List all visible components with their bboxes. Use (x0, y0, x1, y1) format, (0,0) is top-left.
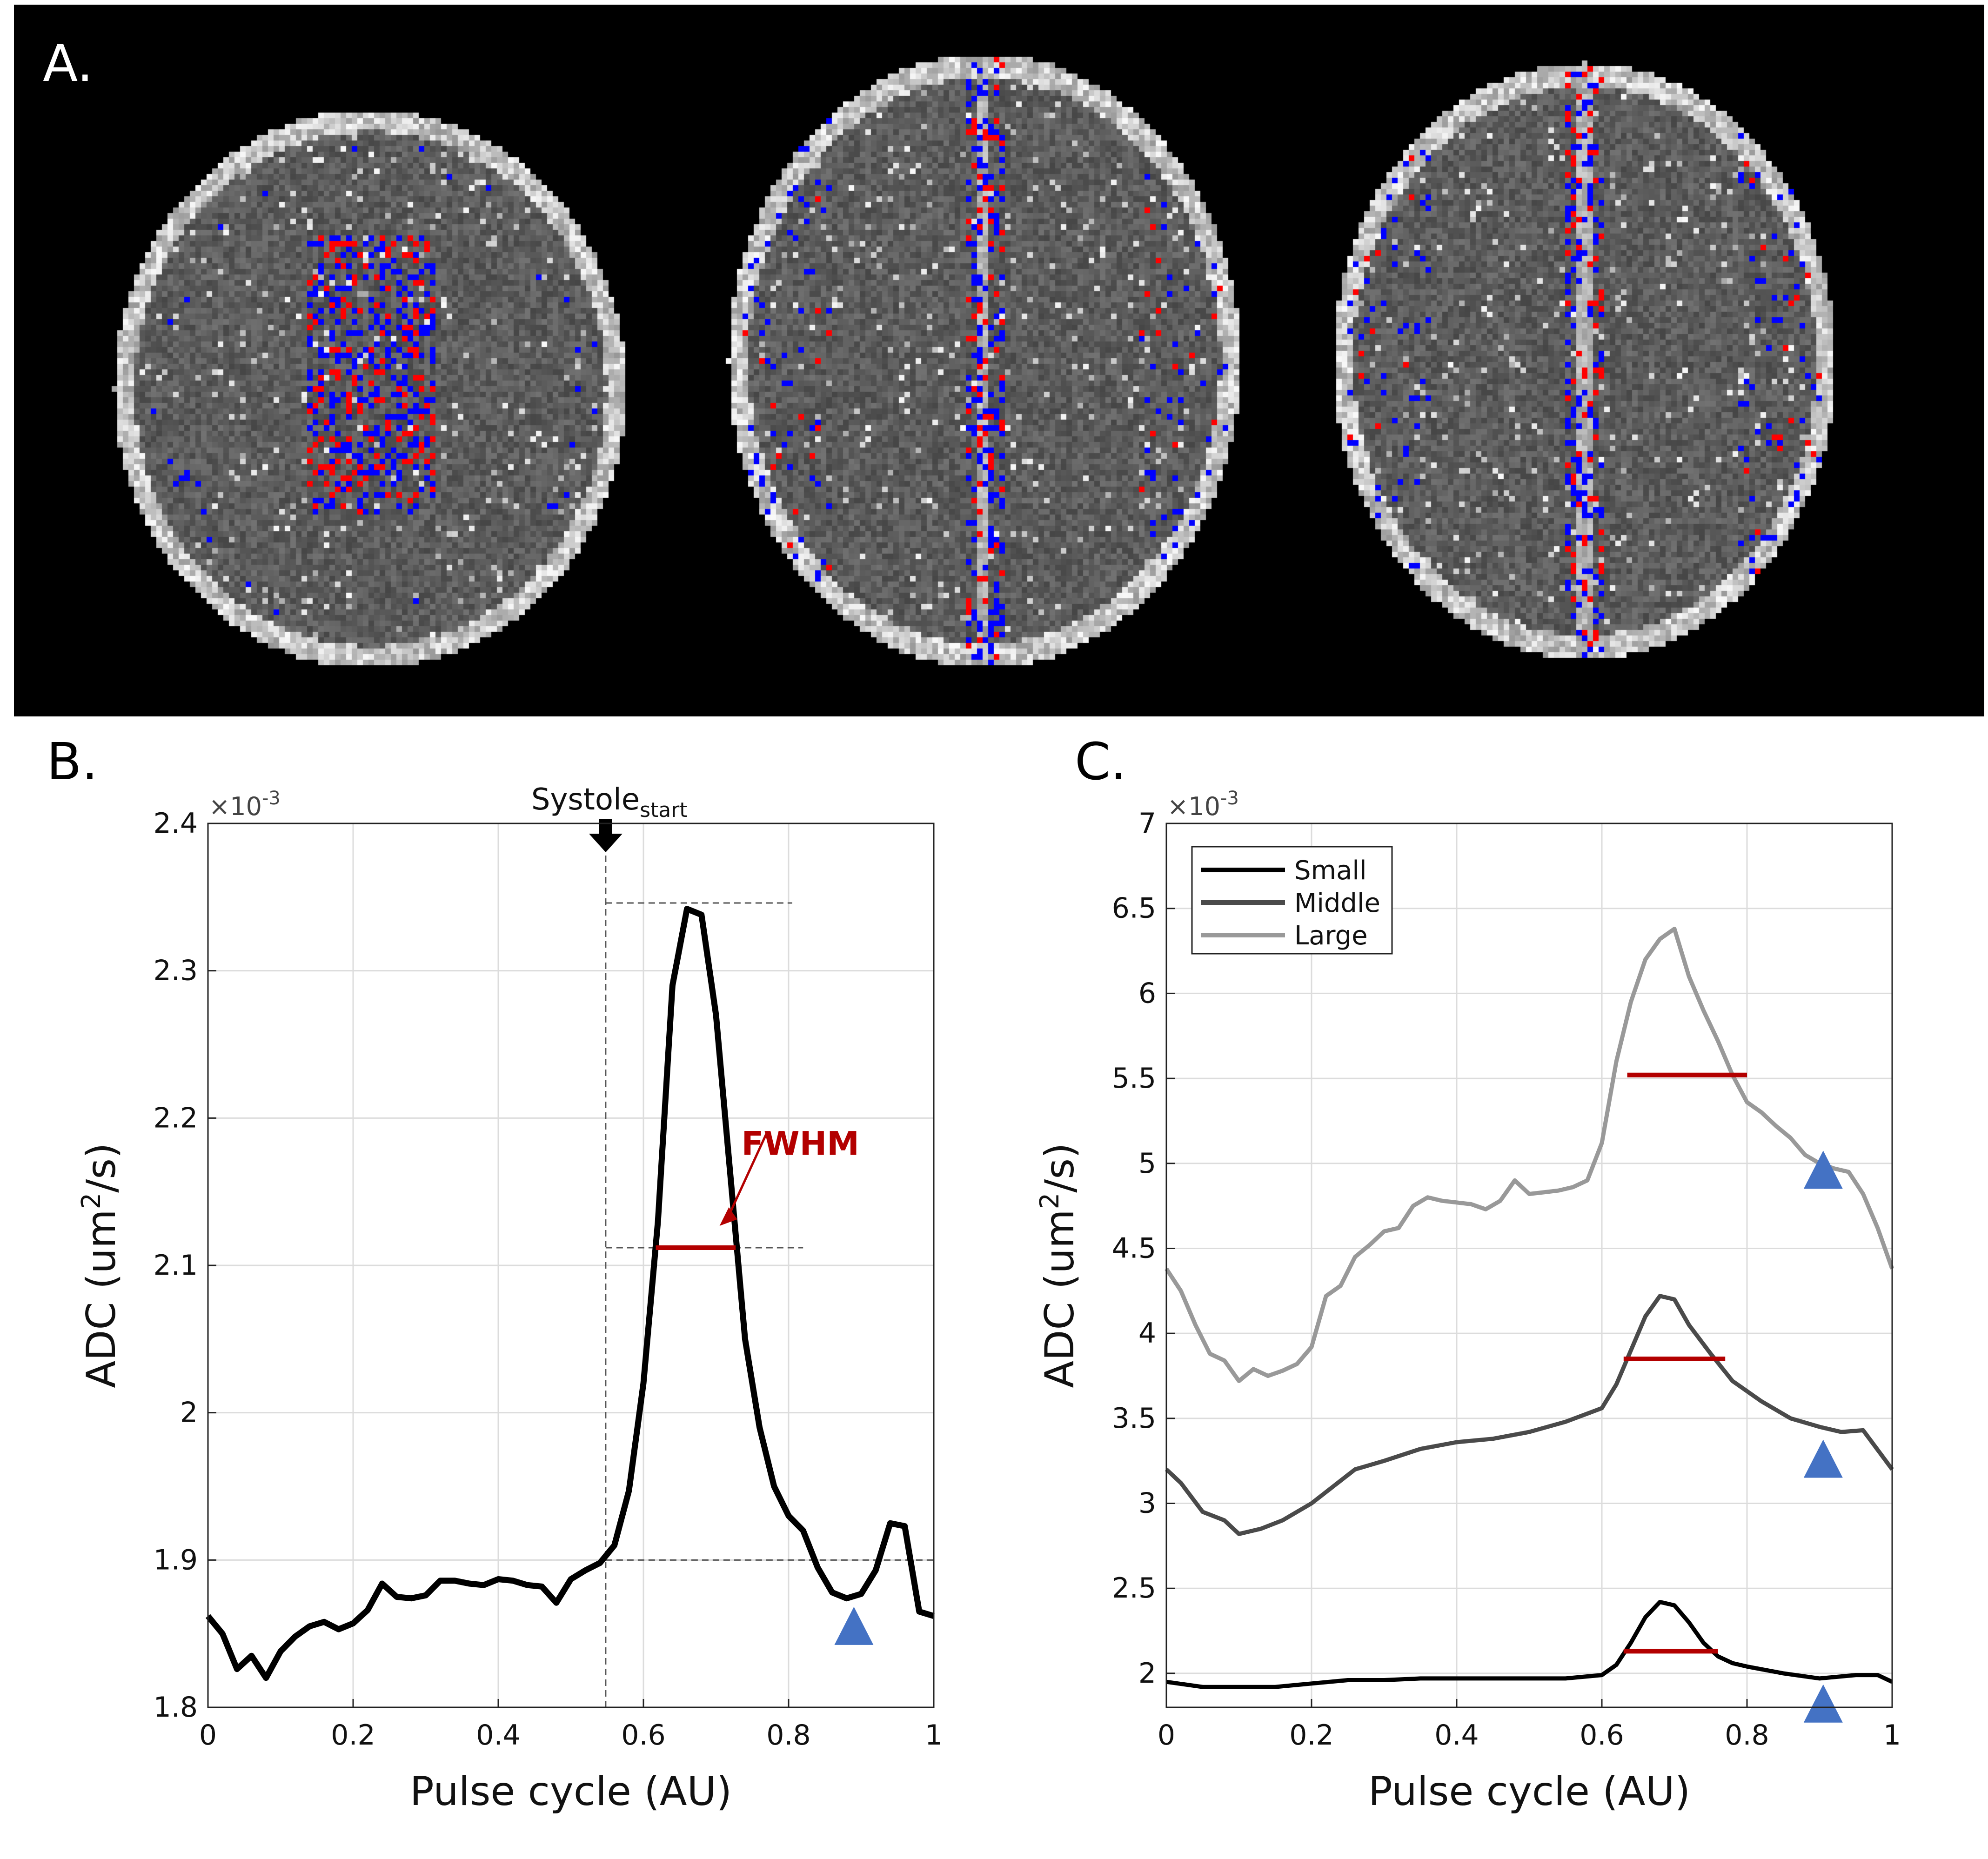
chart-c-xlabel: Pulse cycle (AU) (1368, 1768, 1690, 1815)
chart-c-frame (1165, 823, 1893, 1708)
c-series-line-large (1165, 927, 1894, 1383)
c-ytick-label: 3.5 (1112, 1402, 1156, 1435)
b-series-line-0 (205, 906, 935, 1681)
systole-arrow-head (589, 834, 623, 852)
chart-c: C. 0 0.2 0.4 0.6 0.8 1 2 2.5 3 3.5 4 4.5 5 5.5 6 6.5 7 S… (1035, 732, 1901, 1815)
c-ytick-label: 5.5 (1112, 1062, 1156, 1095)
b-ytick-label: 2.2 (154, 1102, 198, 1134)
panel-c-label: C. (1075, 732, 1127, 791)
chart-c-ylabel-prefix: ADC (um (1037, 1209, 1083, 1388)
b-xtick-label: 1 (925, 1719, 943, 1752)
panel-a-label: A. (43, 33, 94, 93)
chart-b-xlabel: Pulse cycle (AU) (410, 1768, 732, 1815)
chart-b-ylabel-prefix: ADC (um (78, 1209, 125, 1388)
b-xtick-label: 0.2 (331, 1719, 375, 1752)
c-ytick-label: 6.5 (1112, 892, 1156, 925)
b-ytick-label: 2.1 (154, 1249, 198, 1282)
c-ytick-label: 5 (1138, 1147, 1156, 1180)
b-xtick-label: 0.6 (621, 1719, 665, 1752)
chart-b-exponent: ×10-3 (209, 788, 281, 821)
c-ytick-label: 6 (1138, 977, 1156, 1010)
trough-triangle-marker (834, 1606, 874, 1645)
legend-label-middle: Middle (1294, 888, 1380, 918)
chart-b-frame (207, 823, 935, 1708)
systole-arrow-shaft (599, 819, 612, 835)
c-ytick-label: 7 (1138, 807, 1156, 840)
systole-label-sub: start (640, 798, 687, 822)
chart-b-ylabel-sup: 2 (76, 1193, 107, 1210)
chart-c-ylabel-suffix: /s) (1037, 1143, 1083, 1192)
trough-triangle-marker-0 (1803, 1150, 1843, 1189)
chart-c-ylabel: ADC (um2/s) (1035, 1143, 1084, 1388)
c-xtick-label: 0.8 (1725, 1719, 1769, 1752)
c-series-line-middle (1165, 1294, 1894, 1536)
chart-b-series (205, 906, 935, 1681)
chart-c-ticks: 0 0.2 0.4 0.6 0.8 1 2 2.5 3 3.5 4 4.5 5 5.5 6 6.5 7 (1112, 807, 1901, 1752)
chart-b-ylabel: ADC (um2/s) (76, 1143, 125, 1388)
chart-c-annotations (1623, 1072, 1843, 1723)
chart-b: B. 0 0.2 0.4 0.6 0.8 1 1.8 1.9 2 2.1 2.2 2.3 2.4 FWH… (47, 732, 943, 1815)
b-xtick-label: 0.4 (476, 1719, 520, 1752)
chart-c-exponent: ×10-3 (1167, 788, 1239, 821)
c-xtick-label: 0 (1158, 1719, 1175, 1752)
chart-c-ylabel-sup: 2 (1035, 1193, 1065, 1210)
chart-c-exponent-sup: -3 (1220, 788, 1239, 809)
b-ytick-label: 2.4 (154, 807, 198, 840)
chart-b-ylabel-suffix: /s) (78, 1143, 125, 1192)
c-ytick-label: 4 (1138, 1317, 1156, 1350)
trough-triangle-marker-2 (1803, 1684, 1843, 1723)
b-ytick-label: 2.3 (154, 955, 198, 987)
fwhm-arrow-head (719, 1207, 737, 1226)
c-xtick-label: 0.4 (1434, 1719, 1479, 1752)
c-series-line-small (1166, 1600, 1893, 1689)
c-xtick-label: 0.6 (1580, 1719, 1624, 1752)
chart-b-exponent-base: ×10 (209, 792, 262, 821)
systole-label-main: Systole (531, 782, 640, 817)
c-ytick-label: 2 (1138, 1657, 1156, 1690)
chart-b-ticks: 0 0.2 0.4 0.6 0.8 1 1.8 1.9 2 2.1 2.2 2.3 2.4 (154, 807, 943, 1752)
c-ytick-label: 4.5 (1112, 1232, 1156, 1264)
brain-slices-canvas (14, 5, 1984, 716)
chart-b-annotations: FWHM Systolestart (531, 782, 874, 1645)
b-xtick-label: 0.8 (766, 1719, 810, 1752)
panel-b-label: B. (47, 732, 98, 791)
c-ytick-label: 3 (1138, 1487, 1156, 1520)
chart-c-series (1165, 927, 1894, 1689)
trough-triangle-marker-1 (1803, 1439, 1843, 1478)
c-xtick-label: 0.2 (1289, 1719, 1333, 1752)
b-xtick-label: 0 (199, 1719, 217, 1752)
b-ytick-label: 1.8 (154, 1691, 198, 1724)
c-ytick-label: 2.5 (1112, 1572, 1156, 1605)
brain-slices-image: A. (14, 5, 1984, 716)
c-xtick-label: 1 (1883, 1719, 1901, 1752)
chart-c-exponent-base: ×10 (1167, 792, 1220, 821)
legend-label-small: Small (1294, 856, 1367, 886)
chart-b-exponent-sup: -3 (262, 788, 281, 809)
systole-label: Systolestart (531, 782, 688, 822)
chart-c-grid (1165, 823, 1893, 1707)
b-ytick-label: 1.9 (154, 1544, 198, 1576)
charts-area: B. 0 0.2 0.4 0.6 0.8 1 1.8 1.9 2 2.1 2.2 2.3 2.4 FWH… (47, 732, 1901, 1815)
fwhm-arrow-line (727, 1132, 768, 1218)
legend-label-large: Large (1294, 921, 1368, 951)
fwhm-label: FWHM (742, 1125, 859, 1163)
b-ytick-label: 2 (180, 1397, 198, 1429)
